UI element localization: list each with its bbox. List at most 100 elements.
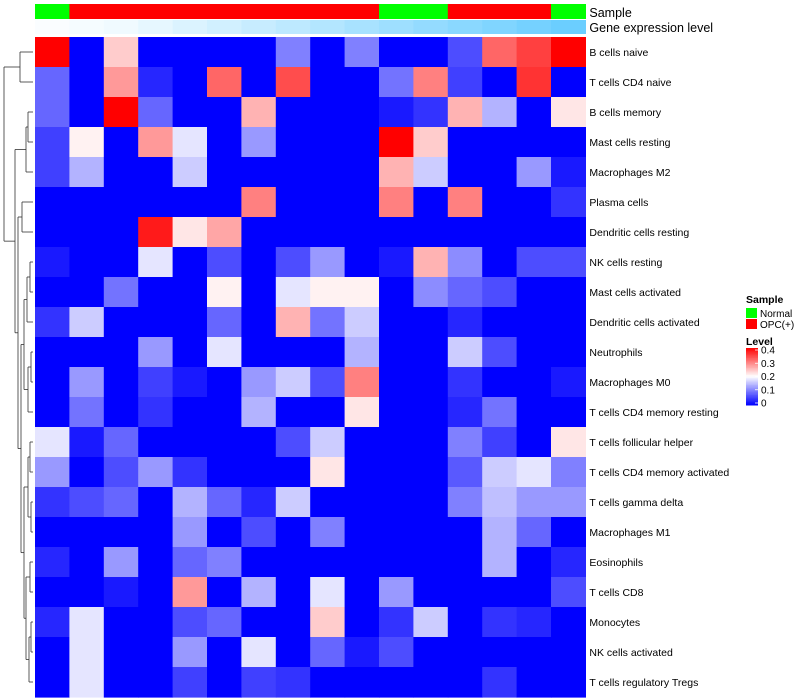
heatmap-cell [35, 187, 70, 218]
sample-annotation-cell [207, 4, 242, 19]
heatmap-cell [310, 67, 346, 98]
heatmap-cell [172, 157, 208, 188]
row-label-dendritic-cells-resting: Dendritic cells resting [589, 227, 689, 239]
legend-colorbar-segment [746, 376, 758, 379]
expression-level-annotation-cell [551, 20, 586, 34]
heatmap-cell [310, 217, 346, 248]
heatmap-cell [241, 217, 277, 248]
expression-level-annotation-cell [379, 20, 414, 34]
sample-annotation-cell [69, 4, 105, 19]
heatmap-cell [207, 37, 242, 68]
heatmap-cell [551, 667, 586, 698]
heatmap-cell [35, 37, 70, 68]
heatmap-cell [516, 127, 552, 158]
heatmap-cell [413, 157, 449, 188]
heatmap-cell [275, 577, 311, 608]
heatmap-cell [138, 487, 174, 518]
heatmap-cell [447, 397, 483, 428]
heatmap-cell [69, 217, 105, 248]
heatmap-cell [275, 547, 311, 578]
heatmap-cell [379, 457, 414, 488]
row-label-b-cells-memory: B cells memory [589, 107, 662, 119]
legend-swatch-normal [746, 308, 757, 318]
heatmap-cell [138, 547, 174, 578]
heatmap-cell [172, 607, 208, 638]
heatmap-cell [241, 397, 277, 428]
heatmap-cell [413, 667, 449, 698]
heatmap-cell [69, 607, 105, 638]
heatmap-cell [551, 457, 586, 488]
legend-colorbar-segment [746, 389, 758, 392]
heatmap-cell [482, 157, 518, 188]
heatmap-cell [172, 667, 208, 698]
heatmap-cell [172, 127, 208, 158]
heatmap-cell [516, 187, 552, 218]
legend-colorbar-segment [746, 348, 758, 350]
heatmap-cell [103, 607, 139, 638]
heatmap-cell [413, 37, 449, 68]
heatmap-cell [172, 247, 208, 278]
heatmap-cell [482, 457, 518, 488]
heatmap-cell [172, 577, 208, 608]
heatmap-cell [482, 667, 518, 698]
heatmap-cell [516, 577, 552, 608]
heatmap-cell [69, 457, 105, 488]
heatmap-cell [413, 517, 449, 548]
heatmap-cell [241, 427, 277, 458]
row-label-b-cells-naive: B cells naive [589, 47, 648, 59]
heatmap-cell [551, 637, 586, 668]
heatmap-cell [275, 217, 311, 248]
heatmap-cell [35, 277, 70, 308]
heatmap-cell [103, 457, 139, 488]
heatmap-cell [103, 637, 139, 668]
heatmap-cell [103, 577, 139, 608]
heatmap-cell [447, 307, 483, 338]
legend-colorbar-segment [746, 349, 758, 352]
legend-colorbar-segment [746, 352, 758, 355]
heatmap-cell [482, 397, 518, 428]
heatmap-cell [241, 547, 277, 578]
heatmap-cell [482, 487, 518, 518]
sample-annotation-cell [35, 4, 70, 19]
heatmap-cell [413, 577, 449, 608]
heatmap-cell [207, 247, 242, 278]
heatmap-cell [482, 127, 518, 158]
heatmap-cell [516, 37, 552, 68]
heatmap-cell [138, 37, 174, 68]
heatmap-cell [35, 247, 70, 278]
row-labels: B cells naive T cells CD4 naive B cells me… [589, 47, 729, 689]
heatmap-cell [413, 97, 449, 128]
sample-annotation-cell [413, 4, 449, 19]
heatmap-cell [35, 577, 70, 608]
heatmap-cell [103, 337, 139, 368]
legend-colorbar-segment [746, 382, 758, 385]
legend-colorbar-segment [746, 396, 758, 399]
heatmap-cell [241, 247, 277, 278]
heatmap-cell [310, 307, 346, 338]
heatmap-cell [207, 127, 242, 158]
heatmap-cell [310, 397, 346, 428]
heatmap-cell [310, 457, 346, 488]
heatmap-cell [413, 607, 449, 638]
expression-level-annotation-cell [344, 20, 380, 34]
heatmap-cell [310, 367, 346, 398]
heatmap-cell [172, 427, 208, 458]
heatmap-cell [35, 127, 70, 158]
legend-colorbar-segment [746, 366, 758, 369]
heatmap-cell [379, 247, 414, 278]
heatmap-cell [207, 577, 242, 608]
heatmap-cell [207, 97, 242, 128]
heatmap-cell [69, 307, 105, 338]
heatmap-cell [310, 517, 346, 548]
heatmap-cell [482, 67, 518, 98]
heatmap-cell [551, 337, 586, 368]
heatmap-cell [275, 427, 311, 458]
heatmap-cell [344, 247, 380, 278]
heatmap-cell [551, 67, 586, 98]
heatmap-cell [103, 367, 139, 398]
legend-colorbar-segment [746, 380, 758, 383]
heatmap-cell [551, 487, 586, 518]
heatmap-cell [241, 187, 277, 218]
heatmap-cell [344, 547, 380, 578]
heatmap-cells [35, 37, 586, 698]
